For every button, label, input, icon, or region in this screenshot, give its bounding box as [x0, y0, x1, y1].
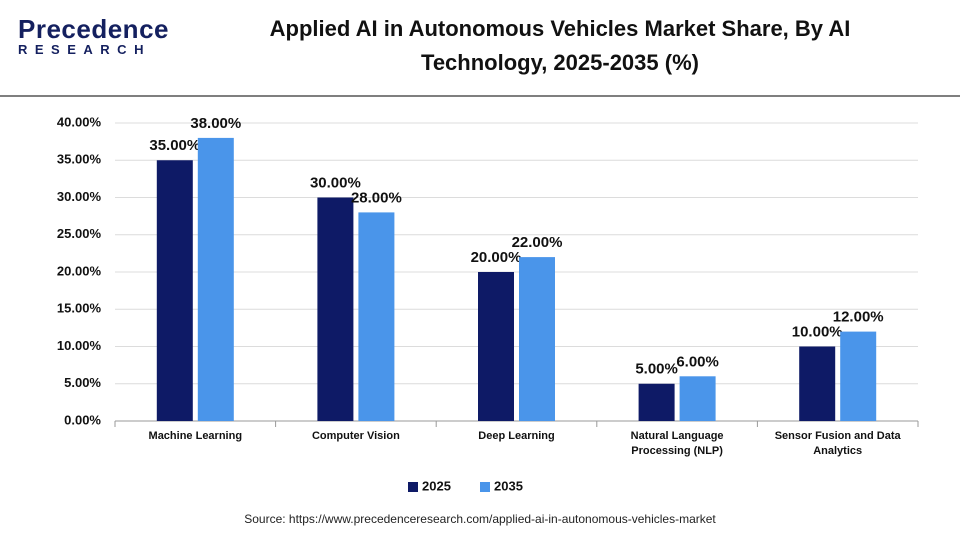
legend-swatch [408, 482, 418, 492]
value-label: 20.00% [471, 249, 522, 266]
bar [197, 137, 234, 421]
x-tick-label: Machine Learning [148, 430, 243, 442]
logo-sub: RESEARCH [18, 42, 151, 57]
value-label: 30.00% [310, 174, 361, 191]
y-tick-label: 5.00% [64, 375, 101, 390]
y-tick-label: 0.00% [64, 412, 101, 427]
bar [679, 376, 716, 421]
x-tick-label: Deep Learning [478, 430, 555, 442]
y-tick-label: 20.00% [57, 263, 102, 278]
source: Source: https://www.precedenceresearch.c… [244, 512, 716, 526]
y-tick-label: 10.00% [57, 338, 102, 353]
logo-name: Precedence [18, 14, 169, 44]
value-label: 28.00% [351, 189, 402, 206]
bar [799, 346, 836, 421]
value-label: 12.00% [833, 309, 884, 326]
value-label: 38.00% [190, 115, 241, 132]
x-tick-label: Computer Vision [311, 430, 400, 442]
y-tick-label: 40.00% [57, 114, 102, 129]
x-tick-label: Sensor Fusion and Data Analytics [774, 430, 901, 457]
chart-title: Applied AI in Autonomous Vehicles Market… [269, 16, 851, 75]
x-tick-label: Natural Language Processing (NLP) [630, 430, 724, 457]
bar [519, 257, 555, 421]
value-label: 5.00% [635, 361, 678, 378]
logo: Precedence RESEARCH [18, 16, 169, 58]
legend-label: 2025 [422, 478, 451, 493]
bar [638, 383, 675, 421]
bar [358, 212, 395, 421]
bar [840, 331, 877, 421]
bar [478, 272, 514, 421]
bar [156, 160, 193, 421]
value-label: 10.00% [792, 323, 843, 340]
legend-swatch [480, 482, 490, 492]
y-tick-label: 35.00% [57, 152, 102, 167]
y-tick-label: 15.00% [57, 301, 102, 316]
value-label: 35.00% [149, 137, 200, 154]
bar [317, 197, 354, 421]
value-label: 6.00% [676, 353, 719, 370]
legend-label: 2035 [494, 478, 523, 493]
value-label: 22.00% [512, 234, 563, 251]
y-tick-label: 30.00% [57, 189, 102, 204]
y-tick-label: 25.00% [57, 226, 102, 241]
